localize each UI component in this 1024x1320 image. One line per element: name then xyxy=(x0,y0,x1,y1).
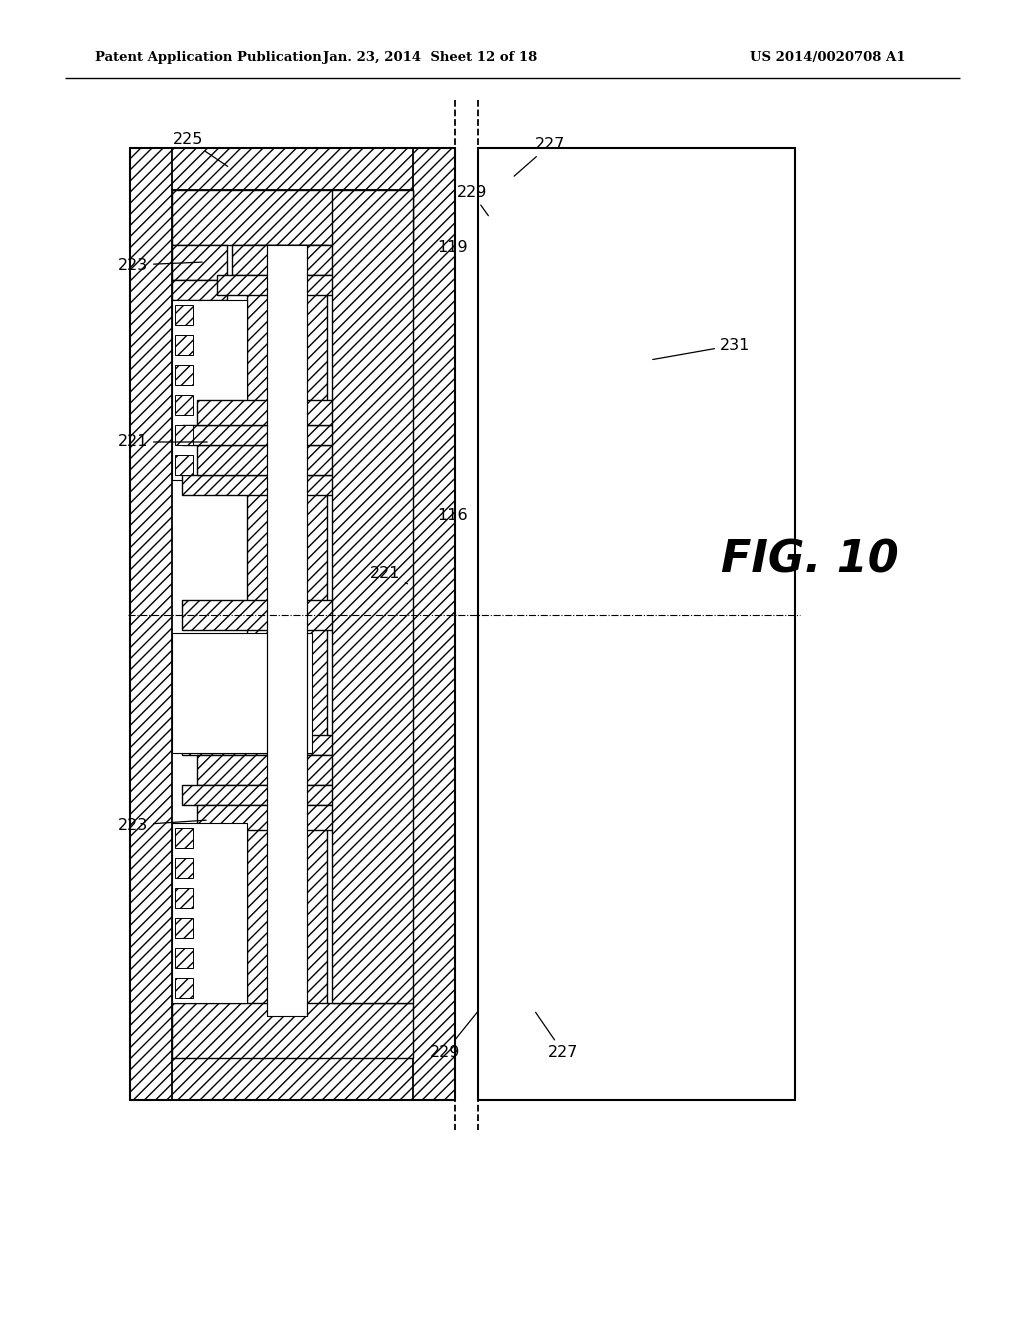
Bar xyxy=(478,148,520,1100)
Bar xyxy=(130,1059,455,1100)
Bar xyxy=(182,735,403,755)
Bar xyxy=(182,785,403,805)
Bar xyxy=(625,280,753,325)
Bar xyxy=(625,190,753,280)
Bar xyxy=(332,190,413,1003)
Bar xyxy=(267,246,307,1016)
Text: 231: 231 xyxy=(652,338,751,359)
Bar xyxy=(520,923,665,968)
Bar xyxy=(172,634,312,752)
Bar xyxy=(520,220,665,240)
Bar xyxy=(172,280,227,300)
Text: US 2014/0020708 A1: US 2014/0020708 A1 xyxy=(750,51,905,65)
Bar xyxy=(625,554,645,576)
Text: 223: 223 xyxy=(118,817,206,833)
Bar xyxy=(625,968,753,1059)
Text: 229: 229 xyxy=(430,1012,477,1060)
Text: 229: 229 xyxy=(457,185,488,215)
Bar xyxy=(130,148,172,1100)
Bar xyxy=(182,601,403,630)
Bar xyxy=(625,665,645,685)
Text: 227: 227 xyxy=(514,137,565,176)
Bar xyxy=(217,275,357,294)
Bar xyxy=(545,545,600,685)
Bar xyxy=(172,190,413,246)
Text: 225: 225 xyxy=(173,132,227,166)
Bar xyxy=(175,395,193,414)
Bar xyxy=(175,455,193,475)
Bar xyxy=(630,560,650,579)
Bar xyxy=(197,755,388,785)
Bar xyxy=(175,888,193,908)
Bar xyxy=(197,400,388,425)
Bar xyxy=(625,535,753,696)
Text: 221: 221 xyxy=(118,434,207,450)
Bar xyxy=(175,978,193,998)
Bar xyxy=(130,148,455,1100)
Bar xyxy=(232,246,342,275)
Bar xyxy=(630,649,650,671)
Bar xyxy=(520,148,580,210)
Bar xyxy=(728,148,753,198)
Bar xyxy=(625,325,753,355)
Bar xyxy=(182,475,403,495)
Text: 116: 116 xyxy=(437,507,468,523)
Bar xyxy=(175,335,193,355)
Bar xyxy=(175,366,193,385)
Bar xyxy=(478,148,795,190)
Bar xyxy=(630,380,748,411)
Bar xyxy=(175,858,193,878)
Text: 223: 223 xyxy=(118,257,202,272)
Text: 227: 227 xyxy=(536,1012,579,1060)
Bar xyxy=(708,198,753,218)
Bar xyxy=(172,822,247,1003)
Bar xyxy=(172,1003,413,1059)
Bar xyxy=(625,915,753,965)
Bar xyxy=(625,805,753,836)
Bar xyxy=(197,805,388,830)
Bar xyxy=(197,445,388,475)
Bar xyxy=(625,715,645,735)
Bar xyxy=(630,605,650,624)
Bar xyxy=(413,148,455,1100)
Bar xyxy=(175,425,193,445)
Bar xyxy=(520,968,645,1059)
Bar xyxy=(520,190,645,220)
Bar xyxy=(753,148,795,1100)
Bar xyxy=(655,560,675,579)
Bar xyxy=(625,696,753,725)
Bar xyxy=(130,148,455,190)
Bar xyxy=(655,649,675,671)
Bar xyxy=(182,425,403,445)
Bar xyxy=(625,725,753,805)
Bar xyxy=(478,1059,795,1100)
Bar xyxy=(625,355,753,475)
Text: Patent Application Publication: Patent Application Publication xyxy=(95,51,322,65)
Bar xyxy=(175,828,193,847)
Bar xyxy=(625,506,645,525)
Bar xyxy=(172,300,247,480)
Bar xyxy=(478,148,795,1100)
Bar xyxy=(247,246,327,1016)
Bar xyxy=(175,948,193,968)
Text: FIG. 10: FIG. 10 xyxy=(721,539,899,582)
Bar xyxy=(545,190,600,1059)
Text: 119: 119 xyxy=(437,240,468,256)
Bar xyxy=(655,605,675,624)
Bar xyxy=(175,305,193,325)
Bar xyxy=(625,836,753,915)
Bar xyxy=(520,545,625,685)
Text: 221: 221 xyxy=(370,565,408,583)
Bar xyxy=(175,917,193,939)
Bar xyxy=(520,190,625,1059)
Text: Jan. 23, 2014  Sheet 12 of 18: Jan. 23, 2014 Sheet 12 of 18 xyxy=(323,51,538,65)
Bar xyxy=(172,246,227,280)
